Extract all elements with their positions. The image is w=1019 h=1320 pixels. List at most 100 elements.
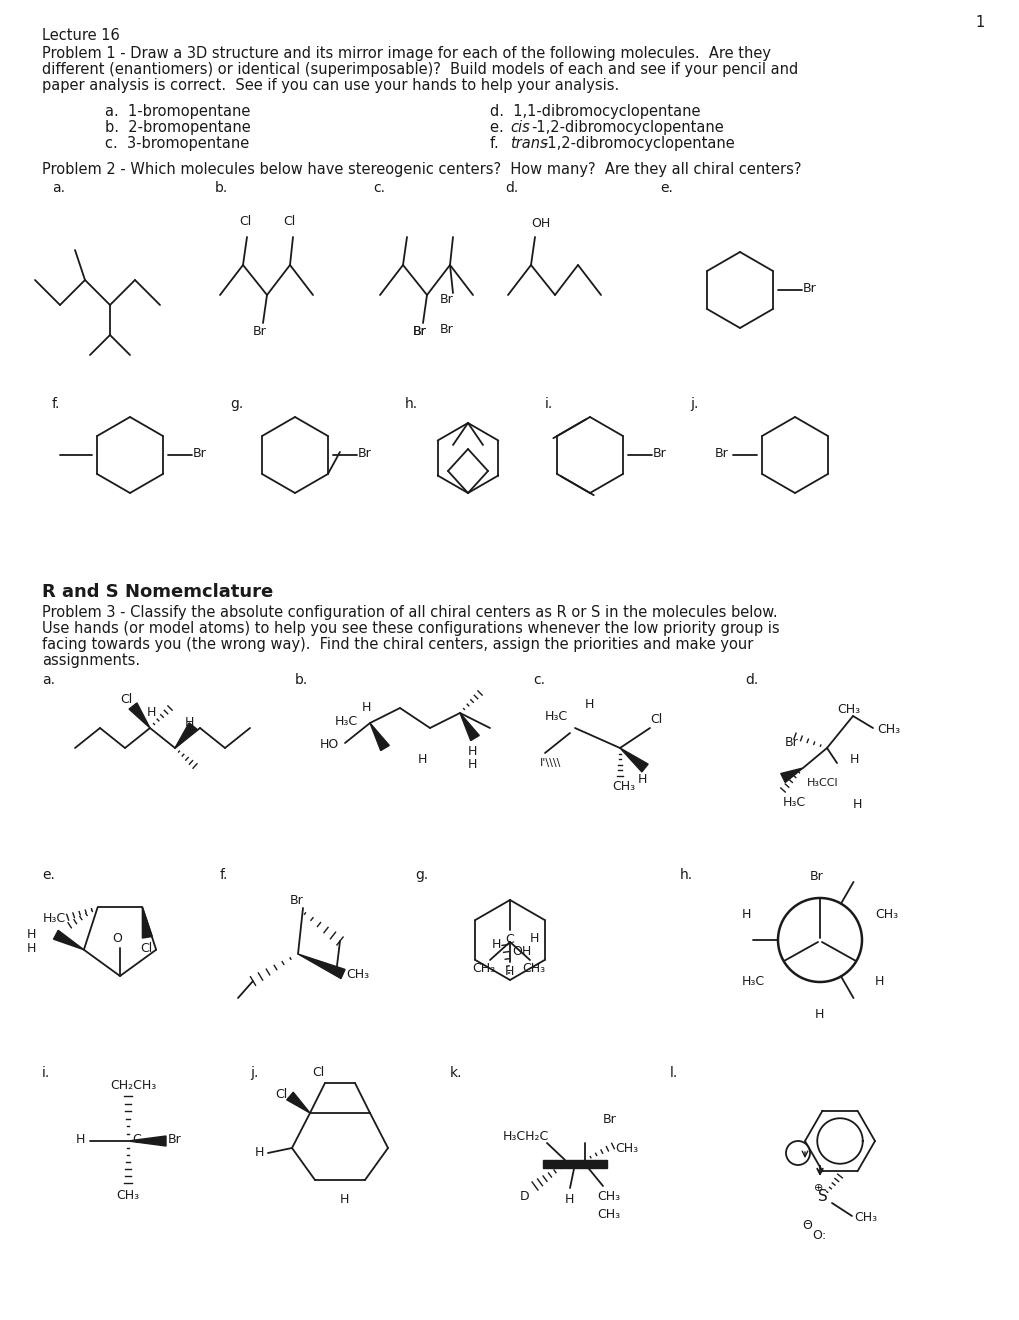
Text: H: H: [637, 774, 647, 785]
Text: f.: f.: [220, 869, 228, 882]
Text: Br: Br: [652, 447, 666, 459]
Text: trans: trans: [510, 136, 547, 150]
Text: i.: i.: [544, 397, 552, 411]
Text: CH₃: CH₃: [596, 1191, 620, 1203]
Text: HO: HO: [320, 738, 339, 751]
Text: Br: Br: [253, 325, 267, 338]
Text: Br: Br: [785, 737, 798, 748]
Text: CH₃: CH₃: [522, 962, 544, 975]
Text: H: H: [76, 1133, 86, 1146]
Text: a.: a.: [52, 181, 65, 195]
Text: Br: Br: [809, 870, 823, 883]
Polygon shape: [620, 748, 647, 772]
Text: e.: e.: [489, 120, 513, 135]
Text: S: S: [817, 1189, 827, 1204]
Text: R and S Nomemclature: R and S Nomemclature: [42, 583, 273, 601]
Text: H₃CH₂C: H₃CH₂C: [502, 1130, 548, 1143]
Text: Cl: Cl: [282, 215, 294, 228]
Text: 1: 1: [975, 15, 984, 30]
Text: H: H: [852, 799, 861, 810]
Text: :: :: [821, 1229, 825, 1242]
Text: Br: Br: [802, 282, 816, 294]
Text: I'\\\\: I'\\\\: [539, 758, 560, 768]
Text: b.: b.: [215, 181, 228, 195]
Text: Lecture 16: Lecture 16: [42, 28, 119, 44]
Text: a.: a.: [42, 673, 55, 686]
Text: H: H: [530, 932, 539, 945]
Text: Problem 3 - Classify the absolute configuration of all chiral centers as R or S : Problem 3 - Classify the absolute config…: [42, 605, 776, 620]
Text: Br: Br: [168, 1133, 181, 1146]
Text: h.: h.: [680, 869, 693, 882]
Text: Cl: Cl: [312, 1067, 324, 1078]
Text: h.: h.: [405, 397, 418, 411]
Text: Problem 2 - Which molecules below have stereogenic centers?  How many?  Are they: Problem 2 - Which molecules below have s…: [42, 162, 801, 177]
Text: Cl: Cl: [141, 942, 153, 956]
Text: H: H: [362, 701, 371, 714]
Text: Cl: Cl: [649, 713, 661, 726]
Text: CH₃: CH₃: [614, 1142, 638, 1155]
Text: Cl: Cl: [238, 215, 251, 228]
Text: H: H: [741, 908, 751, 921]
Text: H: H: [339, 1193, 350, 1206]
Text: H: H: [147, 706, 156, 719]
Text: d.: d.: [744, 673, 757, 686]
Text: CH₃: CH₃: [345, 968, 369, 981]
Polygon shape: [370, 723, 389, 751]
Polygon shape: [129, 704, 150, 729]
Text: c.: c.: [533, 673, 544, 686]
Text: H: H: [565, 1193, 574, 1206]
Text: d.  1,1-dibromocyclopentane: d. 1,1-dibromocyclopentane: [489, 104, 700, 119]
Text: Br: Br: [439, 293, 453, 306]
Text: d.: d.: [504, 181, 518, 195]
Text: Br: Br: [289, 894, 304, 907]
Text: CH₃: CH₃: [472, 962, 494, 975]
Text: f.: f.: [52, 397, 60, 411]
Text: Problem 1 - Draw a 3D structure and its mirror image for each of the following m: Problem 1 - Draw a 3D structure and its …: [42, 46, 770, 61]
Text: OH: OH: [512, 945, 531, 958]
Text: H₃C: H₃C: [783, 796, 805, 809]
Text: H: H: [26, 941, 36, 954]
Text: c.  3-bromopentane: c. 3-bromopentane: [105, 136, 249, 150]
Text: i.: i.: [42, 1067, 50, 1080]
Text: Br: Br: [413, 325, 426, 338]
Text: -1,2-dibromocyclopentane: -1,2-dibromocyclopentane: [541, 136, 734, 150]
Text: OH: OH: [531, 216, 549, 230]
Text: different (enantiomers) or identical (superimposable)?  Build models of each and: different (enantiomers) or identical (su…: [42, 62, 798, 77]
Text: Cl: Cl: [275, 1088, 287, 1101]
Text: H: H: [874, 975, 883, 987]
Text: j.: j.: [250, 1067, 258, 1080]
Text: e.: e.: [659, 181, 673, 195]
Text: j.: j.: [689, 397, 698, 411]
Text: CH₃: CH₃: [876, 723, 899, 737]
Polygon shape: [460, 713, 479, 741]
Text: k.: k.: [449, 1067, 462, 1080]
Polygon shape: [298, 954, 344, 978]
Text: ⊕: ⊕: [813, 1183, 822, 1193]
Polygon shape: [286, 1092, 310, 1113]
Text: H: H: [255, 1146, 264, 1159]
Text: H₃C: H₃C: [334, 715, 358, 729]
Polygon shape: [143, 907, 152, 939]
Text: Θ: Θ: [801, 1218, 811, 1232]
Text: Br: Br: [439, 323, 453, 337]
Text: -1,2-dibromocyclopentane: -1,2-dibromocyclopentane: [531, 120, 723, 135]
Text: H: H: [585, 698, 594, 711]
Text: O: O: [112, 932, 121, 945]
Text: H₃C: H₃C: [43, 912, 65, 925]
Text: b.: b.: [294, 673, 308, 686]
Text: H: H: [184, 715, 195, 729]
Text: H₃C: H₃C: [741, 975, 764, 987]
Polygon shape: [175, 723, 197, 748]
Text: H: H: [849, 752, 859, 766]
Text: paper analysis is correct.  See if you can use your hands to help your analysis.: paper analysis is correct. See if you ca…: [42, 78, 619, 92]
Polygon shape: [127, 1137, 166, 1146]
Text: cis: cis: [510, 120, 529, 135]
Text: CH₂CH₃: CH₂CH₃: [110, 1078, 156, 1092]
Text: g.: g.: [229, 397, 243, 411]
Text: Use hands (or model atoms) to help you see these configurations whenever the low: Use hands (or model atoms) to help you s…: [42, 620, 779, 636]
Text: H: H: [26, 928, 36, 941]
Text: Cl: Cl: [120, 693, 132, 706]
Text: H₃C: H₃C: [544, 710, 568, 723]
Text: C: C: [131, 1133, 141, 1146]
Text: H: H: [491, 939, 501, 950]
